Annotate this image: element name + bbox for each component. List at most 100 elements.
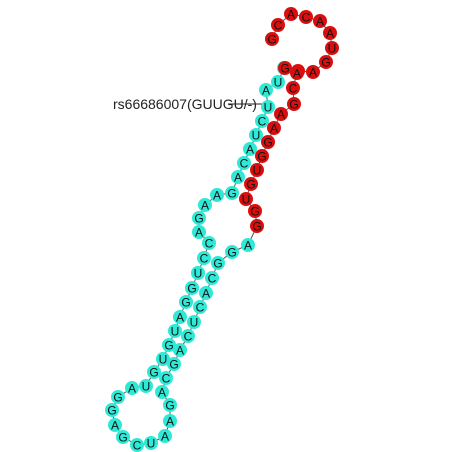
nucleotide-base-label: U bbox=[147, 437, 156, 451]
nucleotide-circle bbox=[261, 135, 275, 149]
nucleotide: G bbox=[116, 430, 130, 445]
nucleotide: G bbox=[248, 204, 262, 219]
nucleotide-circle bbox=[158, 429, 172, 443]
nucleotide: C bbox=[181, 329, 195, 344]
nucleotide-circle bbox=[259, 83, 273, 97]
nucleotide-circle bbox=[325, 41, 339, 55]
nucleotide-circle bbox=[287, 97, 301, 111]
nucleotide-base-label: U bbox=[252, 129, 261, 143]
nucleotide-circle bbox=[130, 438, 144, 452]
nucleotide: U bbox=[156, 352, 170, 367]
nucleotide-base-label: A bbox=[213, 189, 221, 203]
nucleotide-circle bbox=[199, 286, 213, 300]
nucleotide-circle bbox=[179, 295, 193, 309]
nucleotide-base-label: A bbox=[202, 287, 210, 301]
nucleotide-base-label: G bbox=[280, 62, 289, 76]
nucleotide-circle bbox=[244, 177, 258, 191]
nucleotide-base-label: G bbox=[321, 56, 330, 70]
nucleotide-base-label: G bbox=[113, 391, 122, 405]
nucleotide: G bbox=[255, 149, 269, 164]
nucleotide: G bbox=[105, 403, 119, 418]
nucleotide-circle bbox=[139, 379, 153, 393]
nucleotide-base-label: A bbox=[326, 27, 334, 41]
nucleotide-circle bbox=[167, 357, 181, 371]
nucleotide-base-label: A bbox=[316, 15, 324, 29]
nucleotide-base-label: A bbox=[111, 419, 119, 433]
nucleotide-circle bbox=[248, 204, 262, 218]
nucleotide: G bbox=[167, 357, 181, 372]
nucleotide-circle bbox=[162, 338, 176, 352]
nucleotide-base-label: G bbox=[165, 399, 174, 413]
nucleotide-base-label: G bbox=[164, 339, 173, 353]
nucleotide: A bbox=[173, 343, 187, 358]
nucleotide-circle bbox=[261, 100, 275, 114]
nucleotide-circle bbox=[191, 266, 205, 280]
nucleotide-base-label: A bbox=[287, 8, 295, 22]
nucleotide: C bbox=[237, 156, 251, 171]
nucleotide-circle bbox=[144, 436, 158, 450]
nucleotide: A bbox=[108, 418, 122, 433]
variant-label: rs66686007(GUUGU/-) bbox=[113, 96, 257, 112]
nucleotide: G bbox=[278, 61, 292, 76]
nucleotide-base-label: A bbox=[195, 226, 203, 240]
nucleotide-base-label: U bbox=[328, 42, 337, 56]
nucleotide-circle bbox=[225, 186, 239, 200]
nucleotide: C bbox=[299, 10, 313, 25]
nucleotide-base-label: G bbox=[187, 282, 196, 296]
nucleotide-circle bbox=[111, 390, 125, 404]
nucleotide-base-label: C bbox=[258, 115, 267, 129]
nucleotide-circle bbox=[286, 81, 300, 95]
nucleotide: A bbox=[158, 429, 172, 444]
nucleotide-circle bbox=[185, 281, 199, 295]
nucleotide-base-label: A bbox=[201, 199, 209, 213]
nucleotide: A bbox=[267, 121, 281, 136]
nucleotide-circle bbox=[319, 55, 333, 69]
nucleotide-base-label: C bbox=[240, 157, 249, 171]
nucleotide-base-label: G bbox=[181, 296, 190, 310]
nucleotide-base-label: U bbox=[190, 316, 199, 330]
nucleotide: A bbox=[274, 107, 288, 122]
nucleotide-circle bbox=[192, 211, 206, 225]
nucleotide: U bbox=[187, 315, 201, 330]
nucleotide-circle bbox=[173, 310, 187, 324]
nucleotide-circle bbox=[168, 324, 182, 338]
nucleotide-circle bbox=[250, 163, 264, 177]
nucleotide-base-label: C bbox=[162, 372, 171, 386]
nucleotide: U bbox=[261, 100, 275, 115]
nucleotide-circle bbox=[306, 65, 320, 79]
nucleotide-circle bbox=[108, 418, 122, 432]
nucleotide-circle bbox=[156, 352, 170, 366]
nucleotide: A bbox=[210, 188, 224, 203]
nucleotide: A bbox=[306, 65, 320, 80]
nucleotide: A bbox=[155, 385, 169, 400]
nucleotide-circle bbox=[202, 236, 216, 250]
nucleotide-base-label: C bbox=[200, 252, 209, 266]
nucleotide-base-label: U bbox=[194, 267, 203, 281]
nucleotide-circle bbox=[159, 371, 173, 385]
nucleotide-circle bbox=[239, 192, 253, 206]
nucleotide: G bbox=[163, 398, 177, 413]
nucleotide: G bbox=[185, 281, 199, 296]
nucleotide-circle bbox=[278, 61, 292, 75]
nucleotide-base-label: A bbox=[234, 171, 242, 185]
nucleotide: A bbox=[125, 381, 139, 396]
nucleotide-circle bbox=[116, 430, 130, 444]
nucleotide: A bbox=[323, 26, 337, 41]
nucleotide-base-label: A bbox=[246, 143, 254, 157]
nucleotide: C bbox=[159, 371, 173, 386]
nucleotide: C bbox=[255, 114, 269, 129]
nucleotide-circle bbox=[290, 66, 304, 80]
nucleotide: U bbox=[168, 324, 182, 339]
nucleotide-base-label: G bbox=[149, 366, 158, 380]
nucleotide: U bbox=[239, 192, 253, 207]
nucleotide: G bbox=[244, 177, 258, 192]
nucleotide-base-label: C bbox=[205, 237, 214, 251]
nucleotide-circle bbox=[265, 32, 279, 46]
nucleotide: A bbox=[259, 83, 273, 98]
nucleotide: A bbox=[243, 142, 257, 157]
nucleotide-circle bbox=[187, 315, 201, 329]
nucleotide-circle bbox=[155, 385, 169, 399]
nucleotide-base-label: A bbox=[158, 386, 166, 400]
